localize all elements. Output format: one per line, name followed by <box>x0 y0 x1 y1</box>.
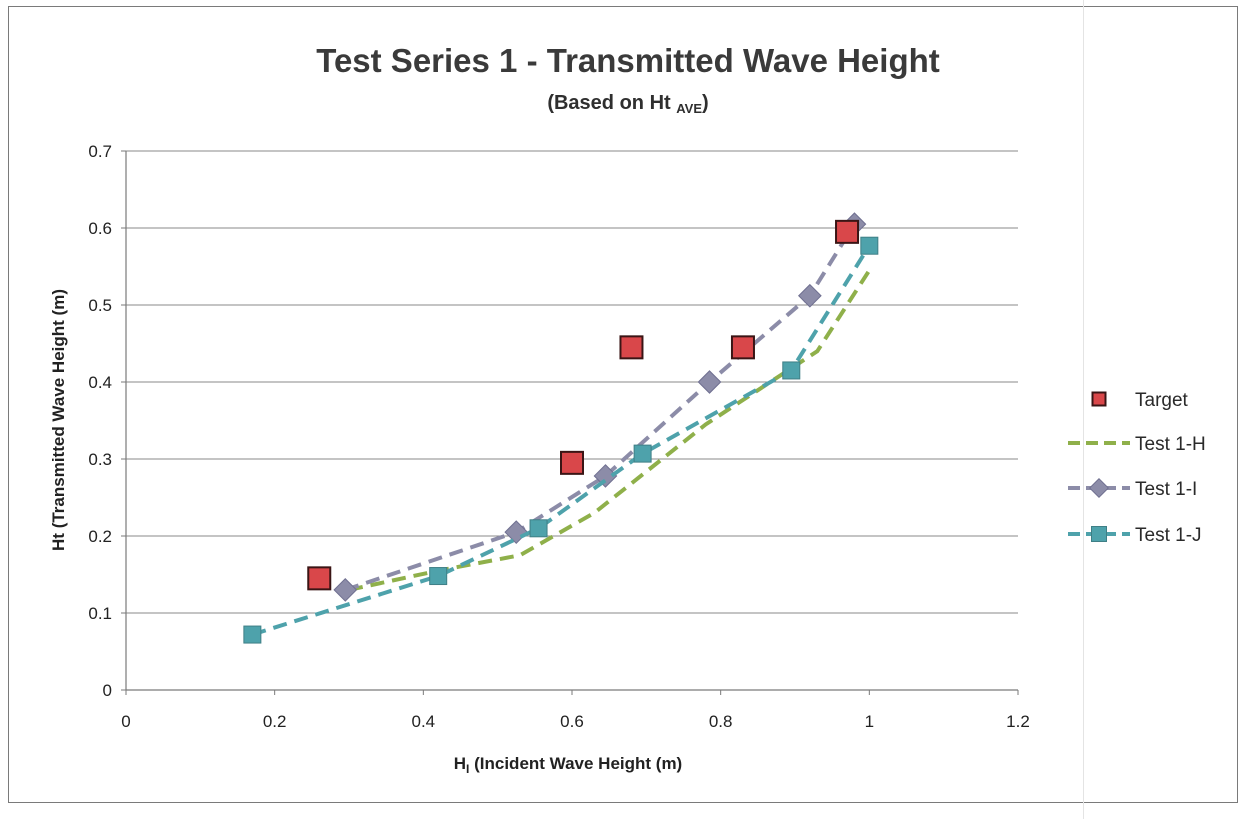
data-point <box>797 283 822 308</box>
scan-artifact-line <box>1083 0 1084 819</box>
y-tick-label: 0.6 <box>88 219 112 238</box>
data-point <box>730 335 755 360</box>
y-tick-label: 0.3 <box>88 450 112 469</box>
x-tick-label: 0 <box>121 712 130 731</box>
legend-item: Test 1-I <box>1068 477 1197 500</box>
legend-marker <box>1091 391 1107 407</box>
data-point <box>619 335 644 360</box>
y-tick-label: 0.5 <box>88 296 112 315</box>
y-tick-label: 0.7 <box>88 142 112 161</box>
subtitle-suffix: ) <box>702 92 709 114</box>
legend-item: Test 1-J <box>1068 525 1202 546</box>
series-test-1-i <box>333 212 867 602</box>
series-line <box>344 223 857 592</box>
data-point <box>633 444 652 463</box>
data-point <box>697 370 722 394</box>
x-axis-title-main: H <box>454 754 466 773</box>
axes <box>121 150 1019 695</box>
data-point <box>429 567 448 586</box>
x-axis-title-rest: (Incident Wave Height (m) <box>469 754 682 773</box>
x-tick-label: 0.2 <box>263 712 287 731</box>
legend: Target Test 1-H Test 1-I Test 1-J <box>1068 390 1206 546</box>
x-tick-label: 1 <box>865 712 874 731</box>
data-point <box>307 566 332 591</box>
series-test-1-h <box>348 269 872 592</box>
legend-label: Target <box>1135 390 1189 411</box>
series-line <box>348 269 872 592</box>
chart-frame <box>8 6 1238 803</box>
subtitle-subscript: AVE <box>676 101 702 116</box>
subtitle-prefix: (Based on Ht <box>547 92 677 114</box>
chart-title: Test Series 1 - Transmitted Wave Height <box>316 42 940 79</box>
data-point <box>504 520 529 545</box>
legend-item: Target <box>1091 390 1189 411</box>
data-point <box>860 236 879 255</box>
data-point <box>529 519 548 538</box>
x-axis-title-sub: I <box>466 762 469 776</box>
data-point <box>835 219 860 244</box>
x-tick-label: 0.8 <box>709 712 733 731</box>
data-point <box>333 578 358 602</box>
y-tick-label: 0.1 <box>88 604 112 623</box>
data-point <box>243 625 262 644</box>
y-tick-label: 0 <box>103 681 112 700</box>
y-tick-label: 0.2 <box>88 527 112 546</box>
gridlines <box>126 150 1018 614</box>
data-point <box>560 450 584 475</box>
x-axis-title: HI (Incident Wave Height (m) <box>454 754 682 776</box>
data-point <box>593 464 618 488</box>
legend-label: Test 1-H <box>1135 434 1206 455</box>
chart-subtitle: (Based on Ht AVE) <box>0 92 1250 116</box>
series-target <box>307 219 860 591</box>
x-tick-label: 0.4 <box>412 712 436 731</box>
x-tick-label: 1.2 <box>1006 712 1030 731</box>
legend-marker <box>1088 477 1110 499</box>
y-tick-label: 0.4 <box>88 373 112 392</box>
legend-label: Test 1-I <box>1135 479 1197 500</box>
x-tick-label: 0.6 <box>560 712 584 731</box>
legend-label: Test 1-J <box>1135 525 1202 546</box>
y-axis-title: Ht (Transmitted Wave Height (m) <box>49 289 68 551</box>
legend-marker <box>1091 526 1107 542</box>
plot-series <box>243 212 879 644</box>
data-point <box>782 361 801 380</box>
x-tick-labels: 0 0.2 0.4 0.6 0.8 1 1.2 <box>121 712 1030 731</box>
y-tick-labels: 0 0.1 0.2 0.3 0.4 0.5 0.6 0.7 <box>88 142 112 700</box>
series-line <box>251 244 872 637</box>
series-test-1-j <box>243 236 879 644</box>
legend-item: Test 1-H <box>1068 434 1206 455</box>
